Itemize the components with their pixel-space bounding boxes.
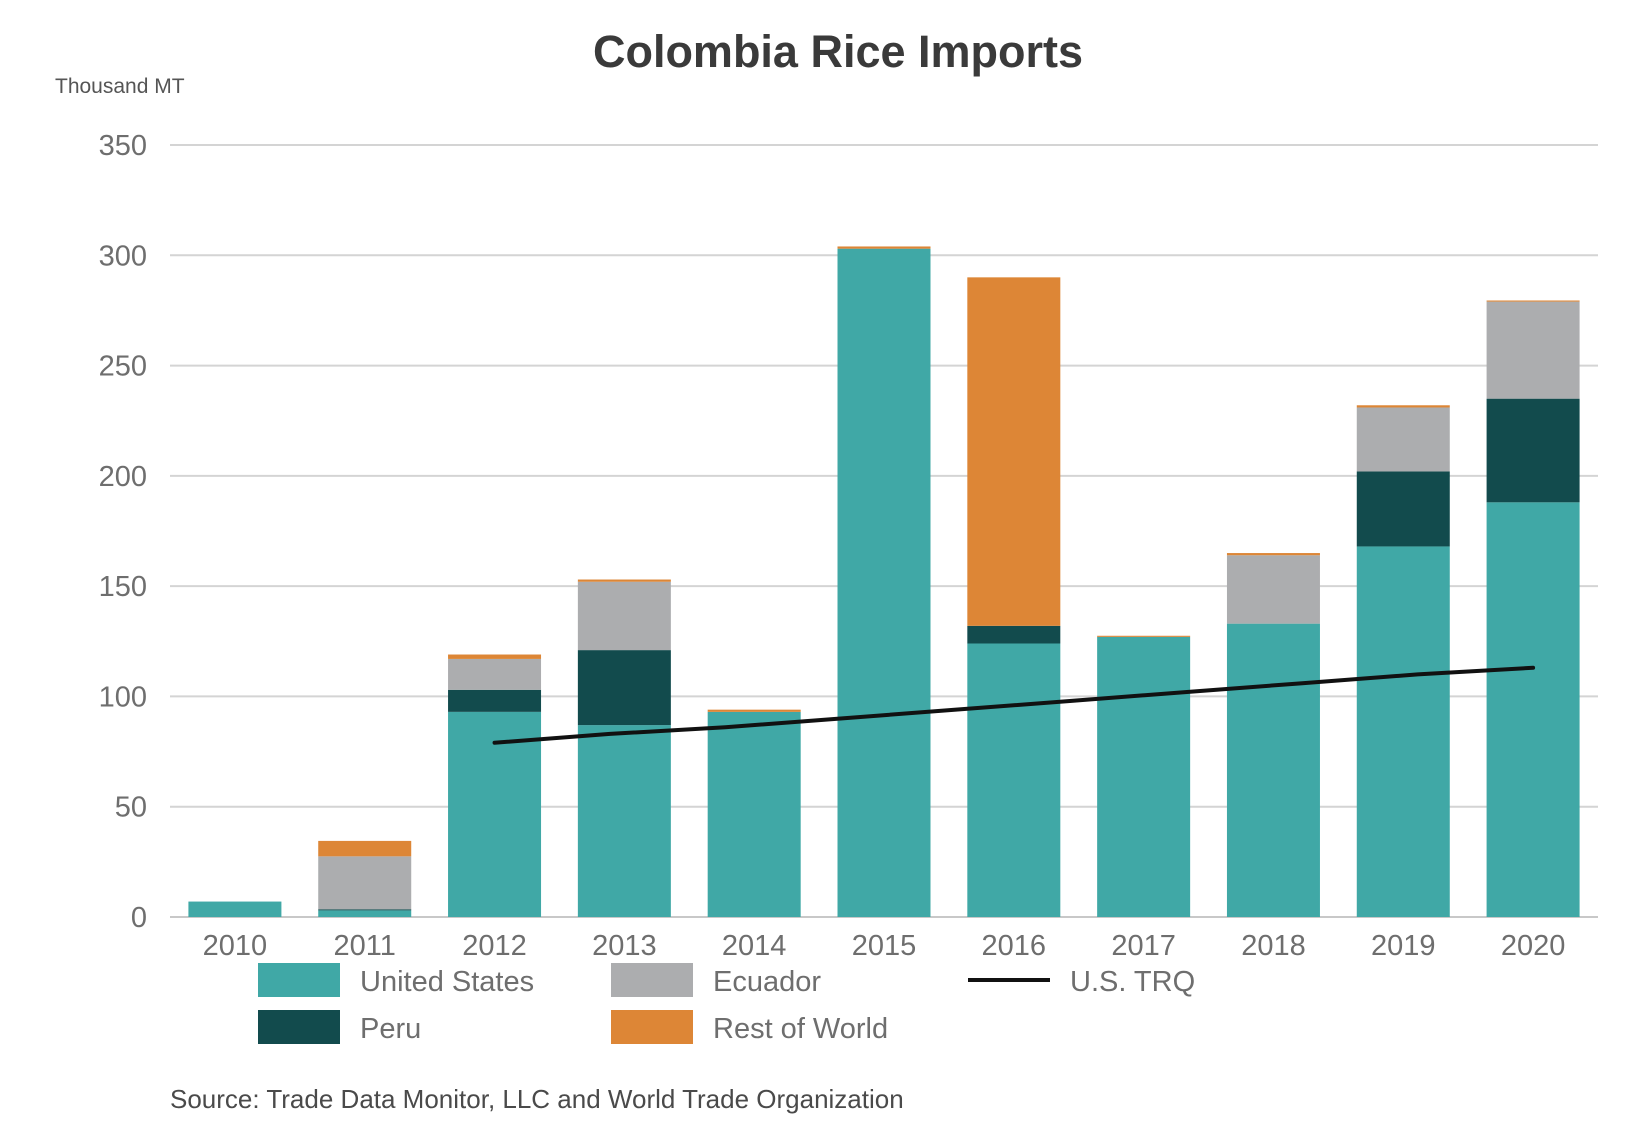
x-tick-label: 2016: [982, 930, 1047, 962]
bar-segment-united-states: [188, 901, 282, 917]
x-tick-label: 2012: [462, 930, 527, 962]
bar-stack-2010: [188, 901, 282, 917]
legend-swatch-united-states: [258, 963, 340, 997]
bar-segment-peru: [1486, 398, 1580, 503]
legend-swatch-peru: [258, 1010, 340, 1044]
bar-segment-united-states: [1226, 623, 1320, 917]
bar-segment-peru: [448, 689, 542, 712]
bar-segment-united-states: [318, 910, 412, 917]
bar-segment-ecuador: [1486, 301, 1580, 399]
bar-segment-peru: [1356, 471, 1450, 547]
bar-segment-ecuador: [1356, 407, 1450, 472]
legend-item-u-s-trq: U.S. TRQ: [968, 966, 1195, 998]
source-note: Source: Trade Data Monitor, LLC and Worl…: [170, 1084, 904, 1114]
legend-label-united-states: United States: [360, 966, 534, 998]
bar-stack-2017: [1097, 635, 1191, 917]
bar-segment-united-states: [967, 643, 1061, 917]
bar-segment-rest-of-world: [318, 840, 412, 857]
x-tick-label: 2019: [1371, 930, 1436, 962]
bar-segment-united-states: [448, 711, 542, 917]
bar-segment-ecuador: [448, 658, 542, 690]
y-axis-ticks: 0 50 100 150 200 250 300 350: [99, 130, 147, 934]
bar-segment-rest-of-world: [837, 246, 931, 249]
bar-segment-rest-of-world: [577, 579, 671, 582]
bar-segment-united-states: [577, 725, 671, 917]
y-tick-label: 50: [115, 792, 147, 824]
legend-label-rest-of-world: Rest of World: [713, 1013, 888, 1045]
bar-stack-2012: [448, 654, 542, 917]
bar-segment-united-states: [1356, 546, 1450, 917]
x-tick-label: 2010: [203, 930, 268, 962]
bar-segment-rest-of-world: [1486, 300, 1580, 302]
bar-stack-2015: [837, 246, 931, 917]
x-tick-label: 2018: [1241, 930, 1306, 962]
bar-stack-2020: [1486, 300, 1580, 917]
y-tick-label: 150: [99, 571, 147, 603]
legend-item-united-states: United States: [258, 963, 534, 998]
bar-stack-2016: [967, 277, 1061, 917]
y-tick-label: 200: [99, 461, 147, 493]
bar-segment-peru: [577, 650, 671, 726]
bar-segment-rest-of-world: [707, 709, 801, 712]
trq-line: [492, 665, 1536, 745]
legend: United States Ecuador U.S. TRQ Peru Rest of …: [258, 963, 1195, 1045]
y-tick-label: 100: [99, 681, 147, 713]
bar-segment-peru: [318, 909, 412, 911]
legend-label-peru: Peru: [360, 1013, 421, 1045]
bar-segment-united-states: [1097, 636, 1191, 917]
bars: [188, 246, 1580, 917]
bar-stack-2011: [318, 840, 412, 917]
bar-stack-2018: [1226, 553, 1320, 917]
bar-segment-ecuador: [318, 856, 412, 910]
y-tick-label: 350: [99, 130, 147, 162]
legend-swatch-ecuador: [611, 963, 693, 997]
bar-stack-2014: [707, 709, 801, 917]
legend-item-peru: Peru: [258, 1010, 421, 1045]
x-axis-ticks: 2010 2011 2012 2013 2014 2015 2016 2017 2018 2019…: [203, 930, 1566, 962]
bar-segment-united-states: [837, 248, 931, 917]
x-tick-label: 2013: [592, 930, 657, 962]
chart-title: Colombia Rice Imports: [593, 26, 1083, 77]
legend-label-u-s-trq: U.S. TRQ: [1070, 966, 1195, 998]
x-tick-label: 2011: [334, 930, 396, 962]
y-tick-label: 300: [99, 240, 147, 272]
y-axis-unit-label: Thousand MT: [55, 75, 185, 98]
trq-line-layer: [492, 665, 1536, 745]
bar-segment-rest-of-world: [448, 654, 542, 659]
legend-item-ecuador: Ecuador: [611, 963, 821, 998]
bar-segment-rest-of-world: [967, 277, 1061, 626]
bar-segment-rest-of-world: [1226, 553, 1320, 556]
legend-item-rest-of-world: Rest of World: [611, 1010, 888, 1045]
bar-segment-ecuador: [577, 581, 671, 651]
x-tick-label: 2020: [1501, 930, 1566, 962]
legend-label-ecuador: Ecuador: [713, 966, 821, 998]
bar-segment-rest-of-world: [1356, 405, 1450, 408]
bar-segment-united-states: [1486, 502, 1580, 917]
x-tick-label: 2017: [1111, 930, 1176, 962]
x-tick-label: 2015: [852, 930, 917, 962]
bar-segment-rest-of-world: [1097, 635, 1191, 637]
y-tick-label: 0: [131, 902, 147, 934]
bar-segment-peru: [967, 625, 1061, 644]
bar-segment-united-states: [707, 711, 801, 917]
legend-swatch-rest-of-world: [611, 1010, 693, 1044]
x-tick-label: 2014: [722, 930, 787, 962]
bar-segment-ecuador: [1226, 555, 1320, 624]
bar-stack-2019: [1356, 405, 1450, 917]
bar-stack-2013: [577, 579, 671, 917]
y-tick-label: 250: [99, 351, 147, 383]
